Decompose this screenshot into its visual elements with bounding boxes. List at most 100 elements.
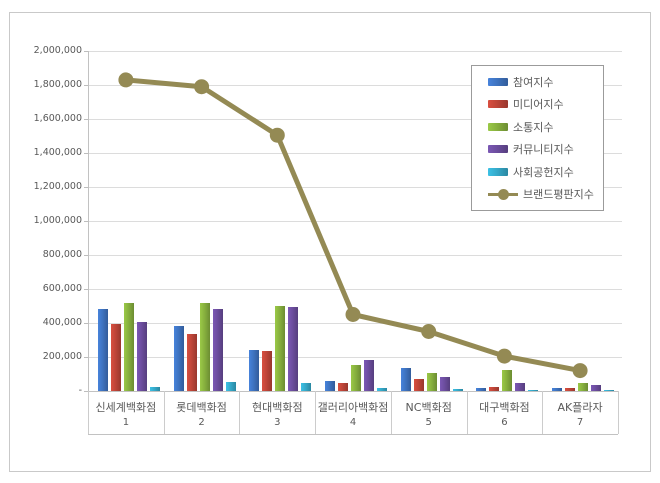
gridline	[88, 255, 622, 256]
bar-사회공헌지수	[225, 381, 236, 391]
y-tick-label: 800,000	[42, 249, 82, 260]
legend-label: 사회공헌지수	[513, 165, 574, 179]
y-axis-tick	[84, 85, 88, 86]
y-axis-line	[88, 51, 89, 391]
bar-참여지수	[476, 387, 487, 391]
bar-커뮤니티지수	[136, 322, 147, 391]
category-divider	[315, 391, 317, 434]
gridline	[88, 51, 622, 52]
bar-사회공헌지수	[604, 390, 615, 391]
y-axis-tick	[84, 357, 88, 358]
category-label: 대구백화점	[479, 401, 530, 414]
y-tick-label: 2,000,000	[33, 45, 82, 56]
bar-참여지수	[173, 326, 184, 391]
legend-item: 미디어지수	[488, 97, 603, 111]
category-divider	[618, 391, 619, 434]
y-tick-label: -	[78, 385, 82, 396]
bar-미디어지수	[489, 386, 500, 392]
bar-사회공헌지수	[377, 388, 387, 391]
category-divider	[542, 391, 544, 434]
legend-item: 브랜드평판지수	[488, 187, 603, 201]
gridline	[88, 323, 622, 324]
legend-item: 커뮤니티지수	[488, 142, 603, 156]
y-tick-label: 600,000	[42, 283, 82, 294]
y-axis-tick	[84, 391, 88, 392]
legend-label: 소통지수	[513, 120, 554, 134]
category-label: 롯데백화점	[176, 401, 227, 414]
y-axis-tick	[84, 153, 88, 154]
bar-소통지수	[578, 383, 589, 391]
bar-참여지수	[325, 380, 335, 391]
category-rank: 7	[576, 417, 584, 428]
bar-커뮤니티지수	[591, 385, 602, 391]
bar-소통지수	[426, 373, 437, 391]
category-rank: 1	[122, 417, 130, 428]
bar-미디어지수	[186, 334, 197, 391]
legend-item: 참여지수	[488, 75, 603, 89]
legend-label: 참여지수	[513, 75, 554, 89]
bar-커뮤니티지수	[439, 376, 450, 391]
bar-참여지수	[249, 350, 260, 391]
y-tick-label: 400,000	[42, 317, 82, 328]
bar-커뮤니티지수	[515, 383, 526, 391]
category-rank: 3	[274, 417, 281, 428]
y-tick-label: 1,000,000	[33, 215, 82, 226]
category-rank: 5	[425, 417, 432, 428]
legend-label: 브랜드평판지수	[523, 188, 594, 202]
category-divider	[163, 391, 165, 434]
category-label: 현대백화점	[251, 401, 303, 414]
y-axis-tick	[84, 119, 88, 120]
bar-참여지수	[400, 368, 411, 391]
bar-커뮤니티지수	[288, 306, 299, 391]
gridline	[88, 289, 622, 290]
bar-미디어지수	[413, 379, 424, 391]
y-tick-label: 1,600,000	[33, 113, 82, 124]
bar-사회공헌지수	[301, 383, 312, 391]
y-axis-tick	[84, 187, 88, 188]
y-axis-tick	[84, 289, 88, 290]
legend-label: 미디어지수	[513, 98, 564, 112]
bar-소통지수	[502, 369, 513, 392]
bar-참여지수	[552, 388, 563, 391]
legend-item: 소통지수	[488, 120, 603, 134]
category-label: AK플라자	[557, 401, 603, 414]
category-divider	[88, 391, 89, 434]
y-tick-label: 1,800,000	[33, 79, 82, 90]
y-tick-label: 1,200,000	[33, 181, 82, 192]
legend-swatch-커뮤니티지수	[488, 145, 508, 154]
category-label: 갤러리아백화점	[317, 401, 389, 414]
bar-미디어지수	[565, 387, 576, 391]
x-axis-baseline	[88, 391, 618, 392]
legend-swatch-소통지수	[488, 122, 508, 131]
category-rank: 6	[501, 417, 508, 428]
bar-소통지수	[275, 306, 286, 391]
legend-swatch-사회공헌지수	[488, 167, 508, 176]
gridline	[88, 357, 622, 358]
bar-소통지수	[123, 302, 134, 391]
category-rank: 4	[349, 417, 357, 428]
bar-소통지수	[199, 302, 210, 391]
y-axis-tick	[84, 323, 88, 324]
legend-label: 커뮤니티지수	[513, 143, 574, 157]
legend-line-marker	[497, 188, 509, 200]
bar-참여지수	[97, 308, 108, 391]
gridline	[88, 221, 622, 222]
legend-swatch-미디어지수	[488, 100, 508, 109]
y-axis-tick	[84, 221, 88, 222]
category-divider	[239, 391, 241, 434]
y-tick-label: 200,000	[42, 351, 82, 362]
y-tick-label: 1,400,000	[33, 147, 82, 158]
bar-사회공헌지수	[452, 389, 463, 391]
legend-swatch-참여지수	[488, 77, 508, 86]
bar-소통지수	[351, 364, 361, 391]
category-label: 신세계백화점	[95, 401, 157, 414]
bar-사회공헌지수	[149, 386, 160, 392]
bar-미디어지수	[338, 382, 348, 391]
bar-미디어지수	[110, 323, 121, 391]
y-axis-tick	[84, 255, 88, 256]
legend-line-swatch	[488, 188, 518, 200]
category-table-bottom-line	[88, 434, 618, 435]
category-rank: 2	[198, 417, 205, 428]
